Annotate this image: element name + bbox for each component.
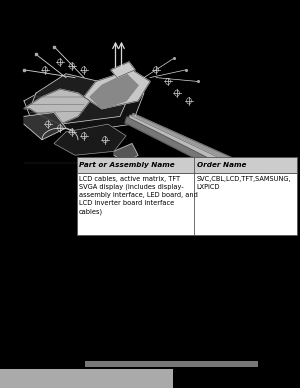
- Polygon shape: [24, 78, 144, 132]
- Polygon shape: [111, 62, 135, 78]
- Polygon shape: [125, 117, 289, 204]
- Polygon shape: [131, 113, 289, 189]
- Text: SVC,CBL,LCD,TFT,SAMSUNG,
LXPiCD: SVC,CBL,LCD,TFT,SAMSUNG, LXPiCD: [197, 176, 291, 190]
- Polygon shape: [128, 115, 289, 197]
- Bar: [76, 157, 297, 173]
- Polygon shape: [24, 113, 66, 140]
- Text: LCD cables, active matrix, TFT
SVGA display (includes display-
assembly interfac: LCD cables, active matrix, TFT SVGA disp…: [79, 176, 198, 215]
- Polygon shape: [54, 124, 126, 155]
- Polygon shape: [24, 89, 90, 124]
- Bar: [76, 173, 297, 235]
- Polygon shape: [30, 74, 132, 124]
- Bar: [0, 369, 172, 388]
- Polygon shape: [84, 70, 150, 109]
- Text: Part or Assembly Name: Part or Assembly Name: [79, 162, 175, 168]
- Polygon shape: [114, 144, 138, 163]
- Text: Order Name: Order Name: [197, 162, 246, 168]
- Polygon shape: [90, 74, 138, 109]
- Bar: [85, 361, 258, 367]
